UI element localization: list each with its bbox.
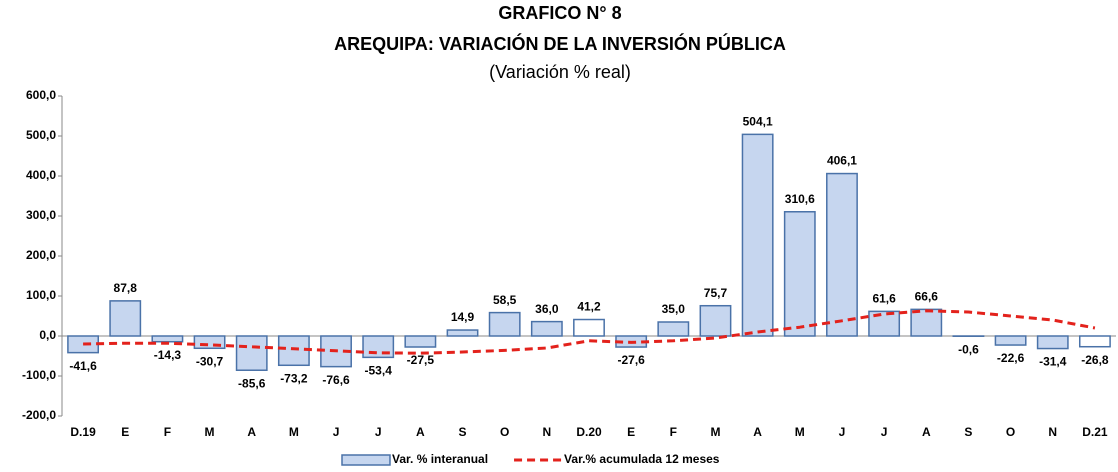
x-tick-label: D.21 (1082, 425, 1108, 439)
x-tick-label: F (164, 425, 171, 439)
chart-subtitle: AREQUIPA: VARIACIÓN DE LA INVERSIÓN PÚBL… (334, 33, 786, 54)
value-label: 310,6 (785, 192, 815, 206)
x-tick-label: S (459, 425, 467, 439)
bar (826, 172, 858, 337)
value-label: 36,0 (535, 302, 559, 316)
bar (235, 335, 268, 371)
legend-swatch (341, 454, 391, 466)
value-label: 66,6 (915, 290, 939, 304)
bar (1036, 335, 1069, 350)
x-tick-label: E (121, 425, 129, 439)
bar (109, 300, 142, 337)
value-label: -31,4 (1039, 355, 1067, 369)
bar (530, 320, 563, 337)
y-tick-label: 500,0 (26, 128, 56, 142)
x-tick-label: A (416, 425, 425, 439)
bar (446, 329, 479, 337)
x-tick-label: A (753, 425, 762, 439)
y-tick-label: -100,0 (22, 368, 56, 382)
x-tick-label: A (247, 425, 256, 439)
value-label: -14,3 (154, 348, 182, 362)
x-tick-label: F (670, 425, 677, 439)
x-tick-label: E (627, 425, 635, 439)
value-label: -27,5 (407, 353, 435, 367)
value-label: -73,2 (280, 371, 308, 385)
bar (783, 211, 816, 337)
chart-note: (Variación % real) (489, 62, 631, 82)
bar (994, 335, 1027, 346)
legend-label: Var.% acumulada 12 meses (564, 452, 720, 466)
value-label: 58,5 (493, 293, 517, 307)
value-label: -85,6 (238, 376, 266, 390)
bar (1078, 335, 1111, 348)
value-label: -30,7 (196, 354, 224, 368)
line (83, 309, 1096, 355)
x-tick-label: O (1006, 425, 1015, 439)
value-label: 35,0 (662, 302, 686, 316)
bar (67, 335, 100, 354)
x-tick-label: J (839, 425, 846, 439)
value-label: -53,4 (365, 364, 393, 378)
value-label: 504,1 (743, 115, 773, 129)
value-label: -76,6 (322, 373, 350, 387)
bar (404, 335, 437, 348)
value-label: -41,6 (69, 359, 97, 373)
x-tick-label: D.19 (70, 425, 96, 439)
x-tick-label: J (375, 425, 382, 439)
bar (657, 321, 690, 337)
y-tick-label: 300,0 (26, 208, 56, 222)
x-tick-label: N (543, 425, 552, 439)
chart-title: GRAFICO N° 8 (498, 3, 621, 23)
value-label: -22,6 (997, 351, 1025, 365)
bar (741, 133, 774, 337)
x-tick-label: M (710, 425, 720, 439)
value-label: 41,2 (577, 300, 601, 314)
x-tick-label: O (500, 425, 509, 439)
bar (488, 311, 521, 337)
y-tick-label: 100,0 (26, 288, 56, 302)
y-tick-label: 0,0 (39, 328, 56, 342)
x-tick-label: M (795, 425, 805, 439)
x-tick-label: D.20 (576, 425, 602, 439)
legend-label: Var. % interanual (392, 452, 488, 466)
x-tick-label: S (964, 425, 972, 439)
value-label: 406,1 (827, 154, 857, 168)
x-tick-label: M (205, 425, 215, 439)
value-label: 75,7 (704, 286, 728, 300)
y-tick-label: 200,0 (26, 248, 56, 262)
x-tick-label: J (333, 425, 340, 439)
x-tick-label: M (289, 425, 299, 439)
y-tick-label: -200,0 (22, 408, 56, 422)
value-label: 87,8 (114, 281, 138, 295)
value-label: 61,6 (872, 292, 896, 306)
x-tick-label: N (1048, 425, 1057, 439)
value-label: -27,6 (617, 353, 645, 367)
x-tick-label: A (922, 425, 931, 439)
value-label: -0,6 (958, 342, 979, 356)
x-tick-label: J (881, 425, 888, 439)
bar (573, 318, 605, 337)
bar (699, 304, 732, 337)
y-tick-label: 600,0 (26, 88, 56, 102)
bar (910, 308, 943, 337)
bar (151, 335, 184, 343)
y-tick-label: 400,0 (26, 168, 56, 182)
value-label: -26,8 (1081, 353, 1109, 367)
value-label: 14,9 (451, 310, 475, 324)
